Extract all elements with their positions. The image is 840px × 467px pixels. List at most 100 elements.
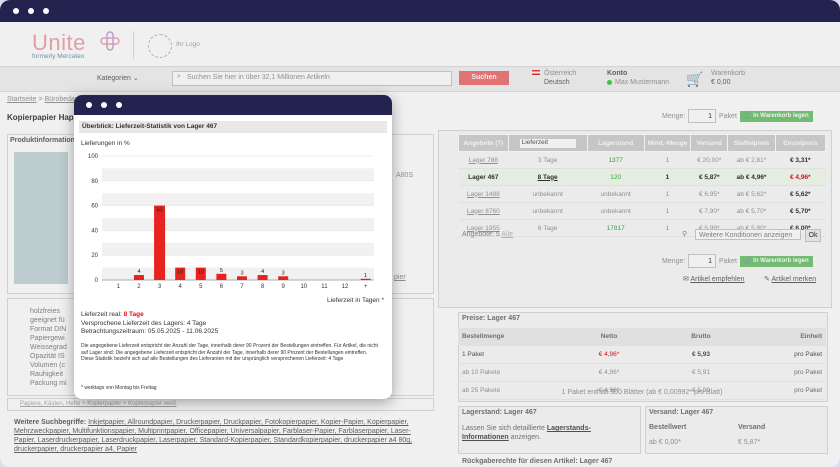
price-row: ab 25 Pakete € 4,96* € 5,90 pro Paket <box>458 381 826 400</box>
delivery-select[interactable]: Lieferzeit <box>507 134 588 152</box>
offer-shipping: € 5,87* <box>690 168 728 186</box>
add-to-cart-label: In Warenkorb legen <box>753 113 809 119</box>
price-unit: pro Paket <box>747 381 826 400</box>
conditions-select[interactable]: Weitere Konditionen anzeigen <box>695 229 801 240</box>
recommend-link[interactable]: ✉ Artikel empfehlen <box>683 275 745 283</box>
data-label: 3 <box>282 270 285 276</box>
category-links[interactable]: Papiere, Kästen, Hefte > Kopierpapier > … <box>20 401 177 407</box>
offers-header[interactable]: Mind.-Menge <box>643 134 692 152</box>
modal-dot-icon[interactable] <box>116 102 122 108</box>
search-input[interactable] <box>172 71 452 86</box>
spec-list: holzfreies geeignet fü Format DIN Papier… <box>30 307 67 388</box>
grid-band <box>102 242 374 256</box>
x-tick-label: 1 <box>117 284 121 290</box>
offers-header[interactable]: Lagerstand <box>586 134 645 152</box>
language-label[interactable]: Deutsch <box>544 79 570 86</box>
cart-label[interactable]: Warenkorb <box>711 70 745 77</box>
price-net: € 4,96* <box>563 363 655 382</box>
offer-row[interactable]: Lager 788 3 Tage 1377 1 € 20,00* ab € 2,… <box>458 151 826 169</box>
offer-warehouse[interactable]: Lager 788 <box>458 151 509 169</box>
offer-stock: unbekannt <box>587 202 645 220</box>
categories-label: Kategorien <box>97 75 131 82</box>
offer-delivery-time: unbekannt <box>508 185 588 203</box>
account-label[interactable]: Konto <box>607 70 628 77</box>
price-qty: ab 25 Pakete <box>458 381 563 400</box>
bar <box>216 273 227 280</box>
cart-icon[interactable]: 🛒 <box>686 71 704 87</box>
spec-item: Format DIN <box>30 326 67 333</box>
offers-footer: Angebote: 5 Alle <box>462 231 513 238</box>
price-row: 1 Paket € 4,96* € 5,93 pro Paket <box>458 345 826 364</box>
tab-product-info[interactable]: Produktinformation <box>10 137 75 144</box>
offer-delivery-time-link[interactable]: 8 Tage <box>508 168 588 186</box>
delivery-select-value: Lieferzeit <box>519 138 576 148</box>
breadcrumb-item[interactable]: Bürobedarf <box>44 96 80 103</box>
y-tick-label: 100 <box>88 154 99 160</box>
offer-warehouse[interactable]: Lager 1955 <box>458 219 509 237</box>
offer-row[interactable]: Lager 1498 unbekannt unbekannt 1 € 6,95*… <box>458 185 826 203</box>
offer-min-qty: 1 <box>644 202 691 220</box>
note-icon: ✎ <box>764 276 770 283</box>
delivery-stats-modal: Überblick: Lieferzeit-Statistik von Lage… <box>74 95 392 399</box>
add-to-cart-button-2[interactable]: 🛒 In Warenkorb legen <box>740 256 813 267</box>
bar <box>360 278 371 280</box>
offer-tier-price: ab € 5,62* <box>727 185 776 203</box>
recommend-label: Artikel empfehlen <box>690 276 745 283</box>
quantity-input-2[interactable]: 1 <box>688 254 716 268</box>
window-dot-icon[interactable] <box>28 8 34 14</box>
offer-delivery-time: 3 Tage <box>508 151 588 169</box>
add-to-cart-button[interactable]: 🛒 In Warenkorb legen <box>740 111 813 122</box>
x-tick-label: 3 <box>158 284 162 290</box>
offer-price: € 5,62* <box>775 185 826 203</box>
search-button[interactable]: Suchen <box>459 71 509 85</box>
product-image[interactable] <box>14 152 68 284</box>
promised-delivery: Versprochene Lieferzeit des Lagers: 4 Ta… <box>81 320 207 327</box>
quantity-input[interactable]: 1 <box>688 109 716 123</box>
offer-row[interactable]: Lager 8760 unbekannt unbekannt 1 € 7,90*… <box>458 202 826 220</box>
window-dot-icon[interactable] <box>13 8 19 14</box>
account-user: Max Mustermann <box>615 79 670 86</box>
shipping-panel <box>645 406 828 454</box>
data-label: 1 <box>364 273 367 279</box>
offer-row-selected[interactable]: Lager 467 8 Tage 120 1 € 5,87* ab € 4,96… <box>458 168 826 186</box>
offers-table: Angebote (7) Lieferzeit Lagerstand Mind.… <box>458 134 827 237</box>
price-qty: ab 10 Pakete <box>458 363 563 382</box>
offers-header[interactable]: Staffelpreis <box>727 134 776 152</box>
grid-band <box>102 267 374 280</box>
offers-header[interactable]: Einzelpreis <box>774 134 827 152</box>
remember-link[interactable]: ✎ Artikel merken <box>764 275 816 283</box>
site-logo[interactable]: Unite <box>32 30 86 55</box>
online-status-icon <box>607 80 612 85</box>
offer-tier-price: ab € 2,81* <box>727 151 776 169</box>
spec-link-fragment[interactable]: pier <box>394 274 406 281</box>
breadcrumb-home[interactable]: Startseite <box>7 96 37 103</box>
offer-warehouse[interactable]: Lager 467 <box>458 168 509 186</box>
spec-item: Opazität IS <box>30 353 65 360</box>
modal-titlebar <box>74 95 392 115</box>
offer-stock: 1377 <box>587 151 645 169</box>
country-label[interactable]: Österreich <box>544 70 577 77</box>
offer-warehouse[interactable]: Lager 1498 <box>458 185 509 203</box>
offers-all-link[interactable]: Alle <box>501 231 514 238</box>
x-tick-label: 11 <box>321 284 328 290</box>
data-label: 4 <box>137 269 140 275</box>
categories-menu[interactable]: Kategorien ⌄ <box>97 74 139 82</box>
stock-info-link[interactable]: Lagerstands-Informationen <box>462 425 591 441</box>
stock-panel <box>458 406 641 454</box>
spec-fragment: A80S <box>396 172 414 179</box>
modal-dot-icon[interactable] <box>101 102 107 108</box>
offer-tier-price: ab € 4,96* <box>727 168 776 186</box>
y-tick-label: 40 <box>91 228 98 234</box>
spec-item: geeignet fü <box>30 317 65 324</box>
offer-warehouse[interactable]: Lager 8760 <box>458 202 509 220</box>
ok-button[interactable]: Ok <box>805 229 821 242</box>
more-terms-links[interactable]: Inkjetpapier, Allroundpapier, Druckerpap… <box>14 419 413 453</box>
real-delivery: Lieferzeit real: 8 Tage <box>81 311 144 318</box>
modal-dot-icon[interactable] <box>86 102 92 108</box>
offers-header[interactable]: Versand <box>690 134 729 152</box>
window-dot-icon[interactable] <box>43 8 49 14</box>
offer-min-qty: 1 <box>644 219 691 237</box>
modal-title: Überblick: Lieferzeit-Statistik von Lage… <box>79 121 387 133</box>
stats-footnote: * werktags von Montag bis Freitag <box>81 385 157 391</box>
